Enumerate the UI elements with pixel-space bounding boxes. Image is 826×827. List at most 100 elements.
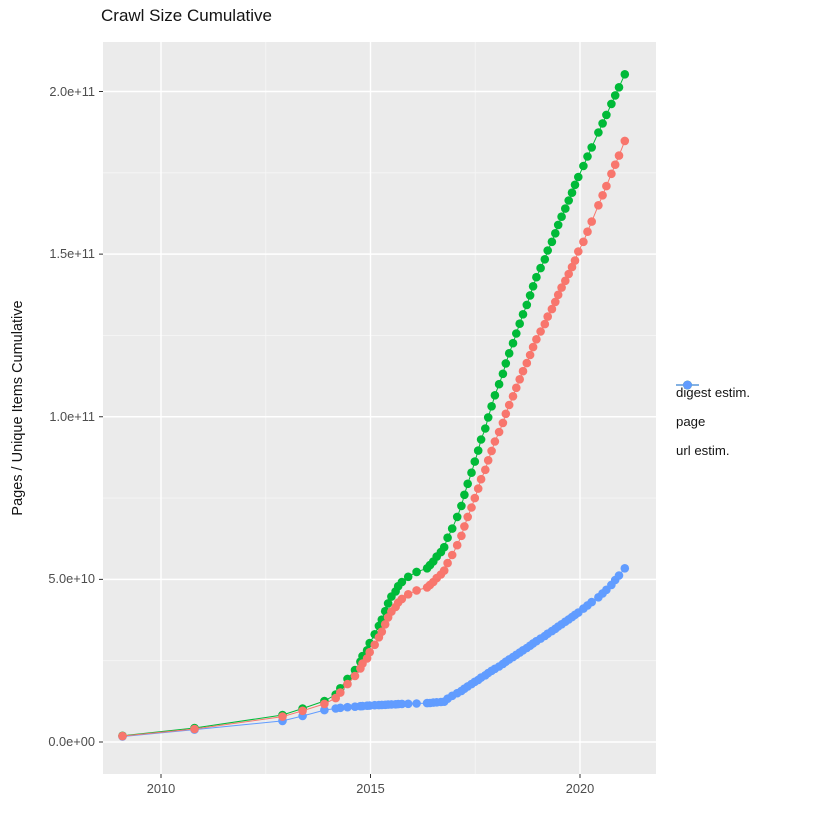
- data-point-digest-estim-: [540, 319, 550, 329]
- data-point-digest-estim-: [483, 456, 493, 465]
- data-point-digest-estim-: [532, 335, 541, 344]
- data-point-digest-estim-: [512, 383, 521, 393]
- y-tick-label: 0.0e+00: [48, 734, 95, 749]
- data-point-digest-estim-: [579, 237, 588, 247]
- data-point-digest-estim-: [504, 400, 514, 410]
- data-point-digest-estim-: [598, 191, 607, 200]
- data-point-digest-estim-: [515, 375, 524, 384]
- data-point-page: [515, 319, 524, 329]
- data-point-page: [607, 99, 616, 109]
- data-point-page: [567, 188, 577, 197]
- data-point-digest-estim-: [610, 160, 620, 169]
- data-point-digest-estim-: [190, 724, 199, 734]
- data-point-url-estim-: [397, 699, 407, 709]
- data-point-page: [476, 435, 486, 444]
- data-point-digest-estim-: [481, 465, 490, 475]
- data-point-digest-estim-: [567, 262, 577, 272]
- data-point-page: [583, 152, 592, 161]
- data-point-digest-estim-: [490, 437, 500, 446]
- y-tick-label: 5.0e+10: [48, 571, 95, 587]
- data-point-url-estim-: [587, 597, 596, 607]
- data-point-page: [587, 143, 596, 152]
- data-point-digest-estim-: [460, 522, 469, 531]
- legend-label-digest: digest estim.: [676, 385, 751, 400]
- data-point-digest-estim-: [508, 392, 518, 401]
- data-point-digest-estim-: [470, 493, 480, 503]
- data-point-digest-estim-: [476, 474, 486, 484]
- data-point-digest-estim-: [620, 136, 630, 146]
- data-point-page: [610, 91, 620, 100]
- data-point-digest-estim-: [473, 484, 483, 493]
- data-point-page: [481, 424, 490, 433]
- y-tick-label: 2.0e+11: [49, 83, 95, 99]
- legend-item-page: page: [676, 380, 750, 436]
- data-point-page: [522, 300, 532, 310]
- data-point-page: [443, 533, 452, 542]
- data-point-digest-estim-: [547, 304, 557, 314]
- data-point-page: [452, 512, 462, 522]
- data-point-page: [501, 359, 511, 368]
- data-point-page: [412, 567, 421, 577]
- data-point-page: [532, 272, 541, 282]
- data-point-page: [536, 263, 545, 273]
- data-point-digest-estim-: [487, 446, 496, 456]
- data-point-page: [403, 572, 413, 582]
- legend-label-url: url estim.: [676, 443, 730, 458]
- data-point-digest-estim-: [525, 350, 535, 360]
- data-point-digest-estim-: [443, 558, 452, 568]
- data-point-page: [525, 291, 535, 300]
- x-tick-label: 2010: [146, 781, 176, 796]
- data-point-url-estim-: [614, 571, 624, 580]
- data-point-page: [483, 413, 493, 422]
- data-point-digest-estim-: [278, 712, 287, 721]
- data-point-page: [447, 524, 457, 533]
- data-point-digest-estim-: [365, 647, 375, 657]
- data-point-url-estim-: [620, 564, 630, 573]
- data-point-url-estim-: [403, 699, 413, 709]
- data-point-page: [490, 391, 500, 400]
- data-point-digest-estim-: [551, 297, 560, 307]
- data-point-digest-estim-: [298, 706, 307, 716]
- data-point-page: [543, 246, 552, 255]
- data-point-digest-estim-: [403, 590, 413, 599]
- data-point-digest-estim-: [370, 640, 380, 650]
- data-point-page: [498, 369, 508, 379]
- data-point-digest-estim-: [570, 256, 580, 265]
- data-point-page: [620, 70, 630, 79]
- data-point-page: [467, 468, 476, 478]
- x-tick-label: 2020: [565, 781, 595, 796]
- data-point-page: [470, 457, 480, 466]
- data-point-digest-estim-: [587, 217, 596, 226]
- data-point-page: [504, 349, 514, 358]
- data-point-url-estim-: [320, 705, 329, 715]
- data-point-page: [528, 282, 538, 291]
- data-point-digest-estim-: [518, 366, 528, 376]
- chart-title: Crawl Size Cumulative: [101, 6, 272, 25]
- data-point-page: [561, 204, 570, 213]
- data-point-digest-estim-: [377, 627, 387, 636]
- data-point-page: [547, 237, 557, 247]
- data-point-page: [557, 212, 566, 221]
- data-point-page: [594, 128, 603, 137]
- data-point-digest-estim-: [594, 201, 603, 210]
- data-point-page: [508, 338, 518, 348]
- data-point-digest-estim-: [412, 586, 421, 595]
- y-axis-title: Pages / Unique Items Cumulative: [10, 300, 26, 516]
- data-point-digest-estim-: [118, 731, 127, 741]
- data-point-digest-estim-: [574, 247, 583, 256]
- data-point-digest-estim-: [498, 418, 508, 428]
- data-point-digest-estim-: [463, 512, 473, 522]
- data-point-page: [598, 119, 607, 128]
- data-point-page: [397, 577, 407, 587]
- data-point-digest-estim-: [602, 181, 611, 191]
- data-point-page: [540, 254, 550, 264]
- data-point-url-estim-: [412, 699, 421, 708]
- data-point-digest-estim-: [583, 227, 592, 236]
- data-point-url-estim-: [343, 702, 352, 712]
- data-point-page: [383, 599, 393, 608]
- data-point-digest-estim-: [614, 151, 624, 160]
- legend-label-page: page: [676, 414, 706, 429]
- y-tick-label: 1.0e+11: [49, 408, 95, 424]
- data-point-digest-estim-: [561, 276, 570, 286]
